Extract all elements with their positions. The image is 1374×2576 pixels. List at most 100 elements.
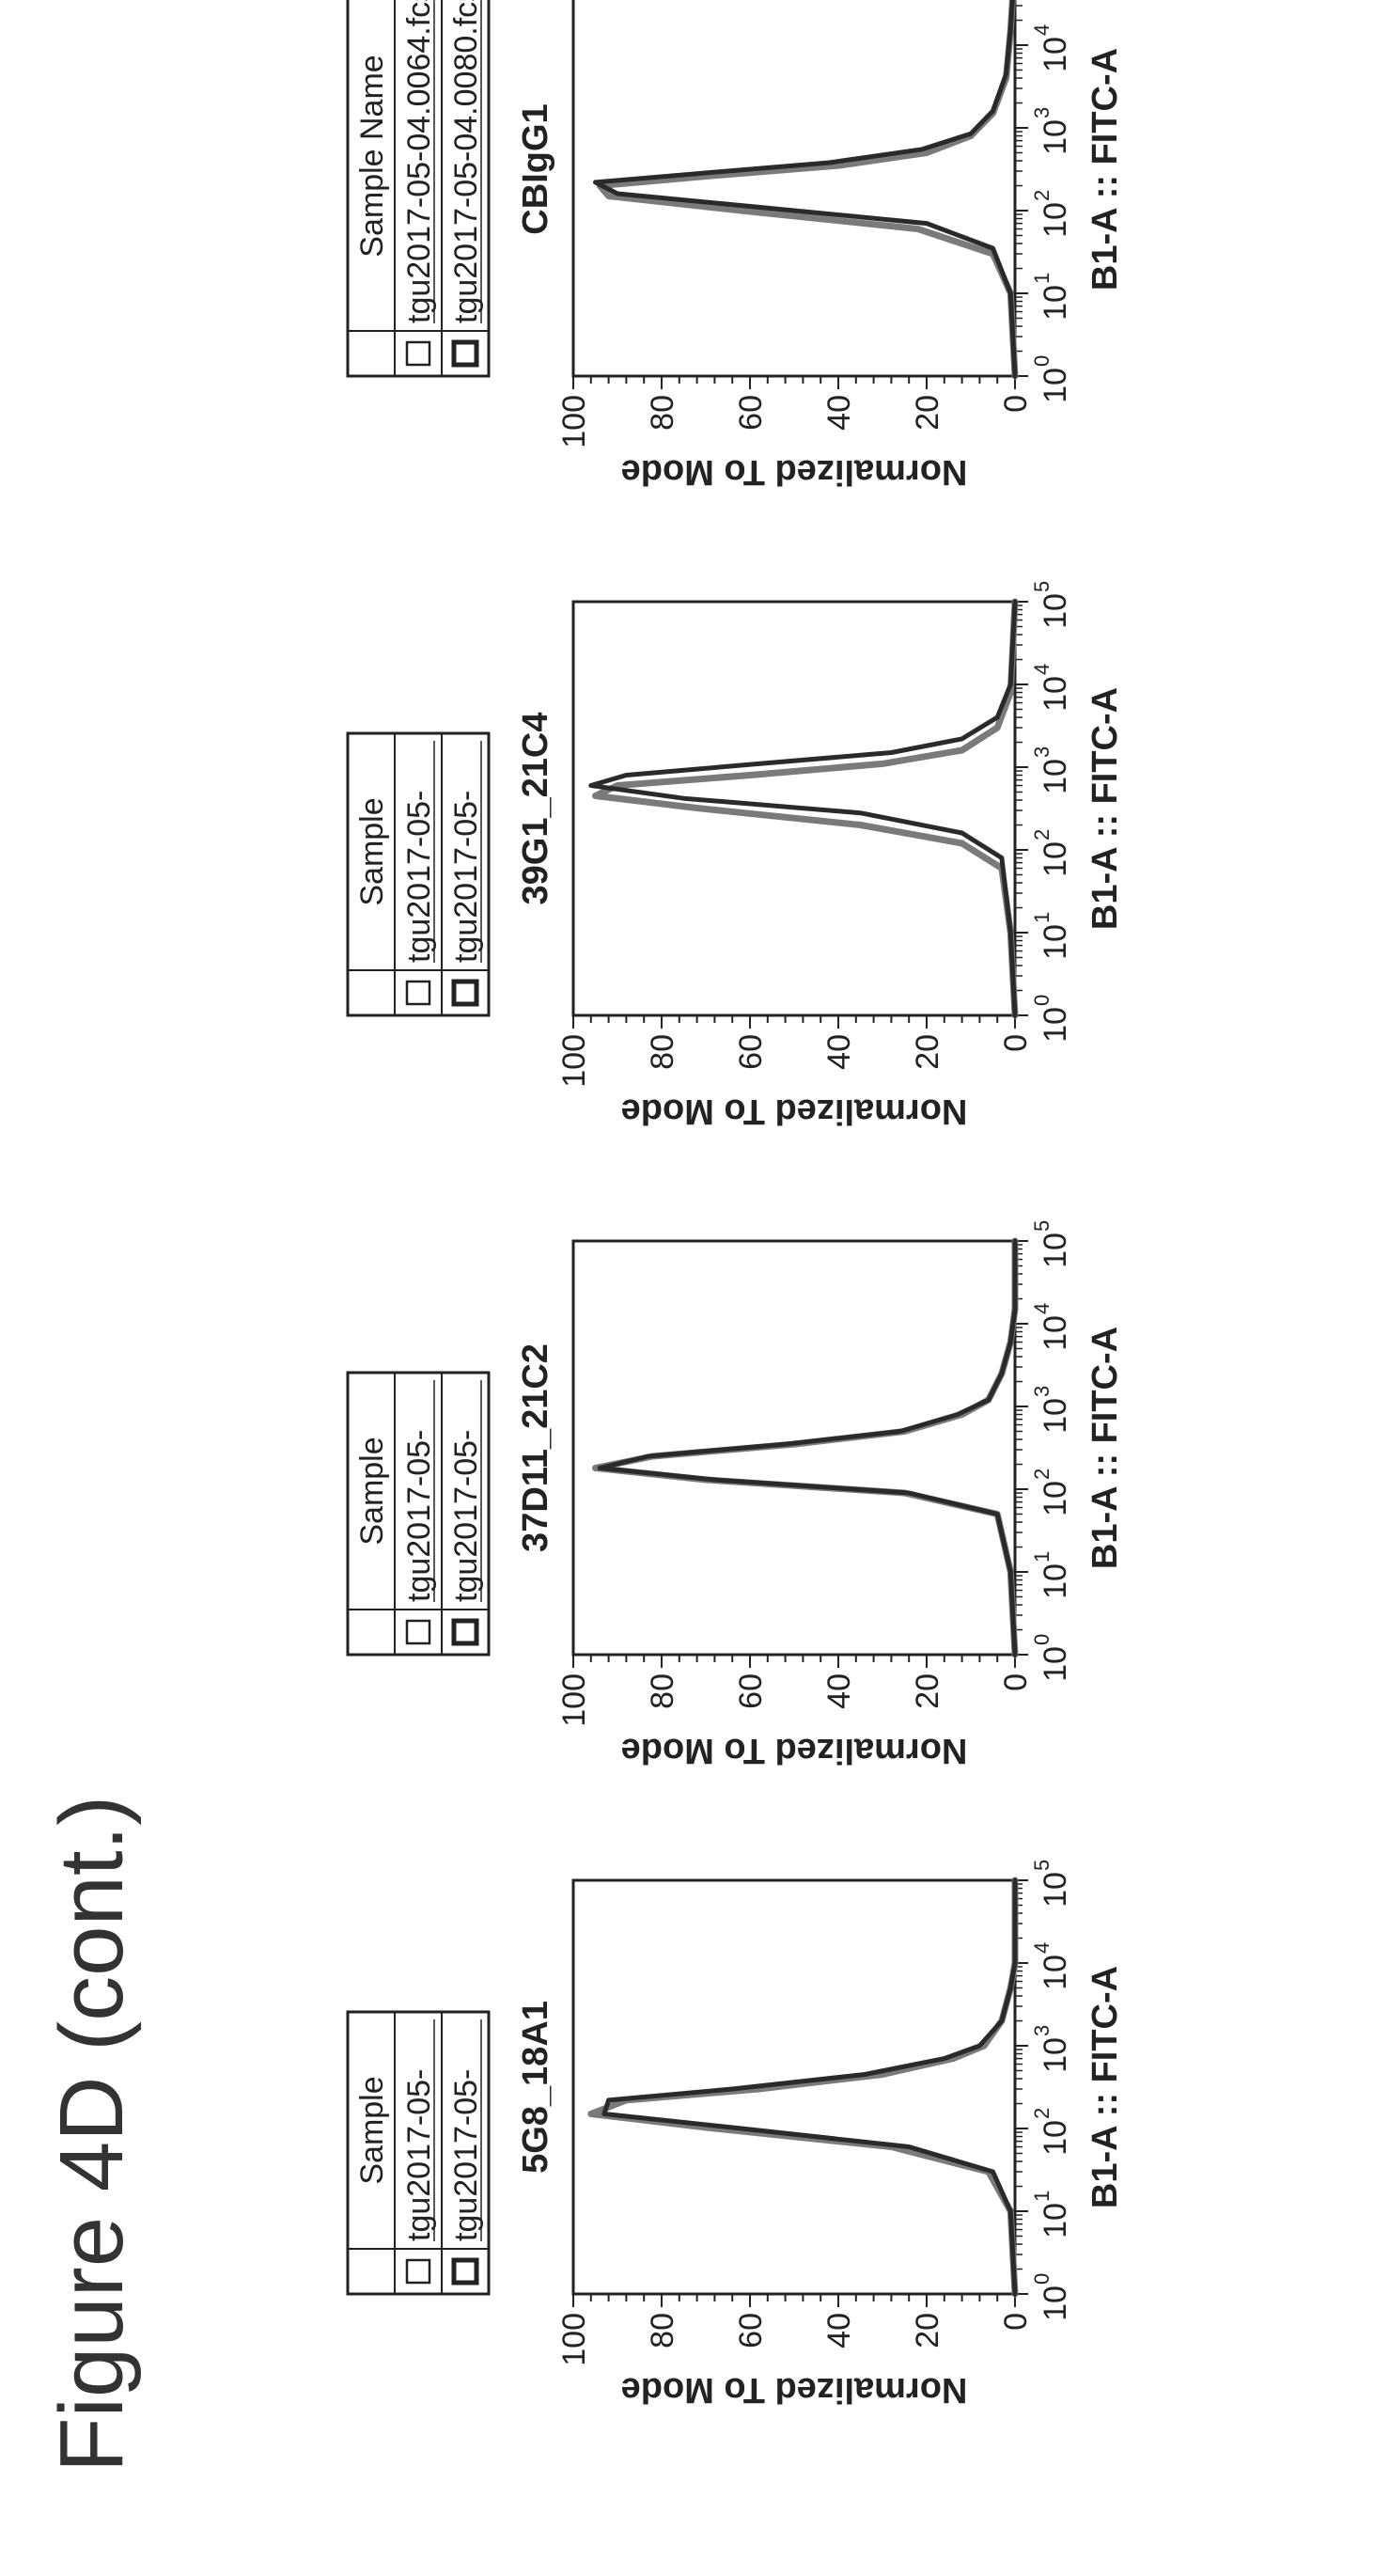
x-tick-label: 10 xyxy=(1038,1955,1073,1990)
y-tick-label: 40 xyxy=(821,2313,857,2348)
chart-panel-1: Sample tgu2017-05- tgu2017-05- 5G8_18A10204… xyxy=(346,1860,1125,2410)
x-tick-exponent: 3 xyxy=(1030,2025,1054,2036)
y-tick-label: 60 xyxy=(733,1034,769,1070)
y-tick-label: 100 xyxy=(556,2313,592,2366)
y-tick-label: 80 xyxy=(645,1673,680,1709)
y-tick-label: 20 xyxy=(910,1034,945,1070)
x-tick-exponent: 4 xyxy=(1030,1303,1054,1314)
x-axis-label: B1-A :: FITC-A xyxy=(1085,1966,1125,2208)
chart-panel-3: Sample tgu2017-05- tgu2017-05- 39G1_21C4020… xyxy=(346,581,1125,1131)
x-tick-label: 10 xyxy=(1038,759,1073,794)
legend-frame xyxy=(346,0,491,378)
x-tick-exponent: 0 xyxy=(1030,2273,1054,2285)
legend-frame xyxy=(346,1371,491,1657)
legend-frame xyxy=(346,2010,491,2296)
x-tick-label: 10 xyxy=(1038,924,1073,960)
legend-header: Sample xyxy=(354,2076,390,2184)
legend-table: Sample tgu2017-05- tgu2017-05- xyxy=(346,731,491,1017)
x-tick-label: 10 xyxy=(1038,1563,1073,1599)
x-tick-label: 10 xyxy=(1038,841,1073,877)
x-tick-label: 10 xyxy=(1038,1872,1073,1908)
series-line-1 xyxy=(592,598,1019,1019)
legend-entry: tgu2017-05-04.0064.fcs xyxy=(401,0,437,323)
x-tick-label: 10 xyxy=(1038,593,1073,629)
figure-title: Figure 4D (cont.) xyxy=(41,1796,142,2473)
x-tick-label: 10 xyxy=(1038,1398,1073,1434)
x-tick-exponent: 3 xyxy=(1030,746,1054,758)
panel-title: 5G8_18A1 xyxy=(516,2001,555,2174)
x-tick-exponent: 0 xyxy=(1030,355,1054,367)
x-tick-exponent: 2 xyxy=(1030,829,1054,840)
y-axis-label: Normalized To Mode xyxy=(621,1092,968,1131)
legend-checkbox[interactable] xyxy=(405,980,431,1006)
x-tick-label: 10 xyxy=(1038,37,1073,72)
y-tick-label: 0 xyxy=(998,395,1034,413)
panel-title: CBIgG1 xyxy=(516,103,555,234)
x-tick-exponent: 1 xyxy=(1030,2191,1054,2202)
y-tick-label: 0 xyxy=(998,1673,1034,1691)
y-tick-label: 60 xyxy=(733,2313,769,2348)
legend-checkbox[interactable] xyxy=(405,1619,431,1645)
x-tick-label: 10 xyxy=(1038,1481,1073,1516)
legend-header: Sample xyxy=(354,1437,390,1545)
legend-checkbox[interactable] xyxy=(451,1618,479,1646)
legend-entry: tgu2017-05- xyxy=(448,1430,484,1602)
y-tick-label: 100 xyxy=(556,395,592,448)
y-tick-label: 20 xyxy=(910,2313,945,2348)
y-tick-label: 0 xyxy=(998,1034,1034,1052)
x-axis-label: B1-A :: FITC-A xyxy=(1085,48,1125,291)
y-tick-label: 60 xyxy=(733,395,769,431)
legend-entry: tgu2017-05- xyxy=(401,1430,437,1602)
x-tick-label: 10 xyxy=(1038,2203,1073,2238)
series-line-2 xyxy=(597,1238,1018,1657)
x-tick-exponent: 4 xyxy=(1030,664,1054,675)
chart-panel-4: Sample Name tgu2017-05-04.0064.fcs tgu2017… xyxy=(346,0,1125,492)
legend-checkbox[interactable] xyxy=(451,339,479,368)
x-tick-label: 10 xyxy=(1038,2037,1073,2073)
x-tick-exponent: 4 xyxy=(1030,24,1054,36)
plot-area xyxy=(571,1239,1017,1657)
x-tick-exponent: 3 xyxy=(1030,1386,1054,1397)
legend-checkbox[interactable] xyxy=(405,2258,431,2285)
x-tick-exponent: 1 xyxy=(1030,912,1054,923)
legend-header: Sample Name xyxy=(354,55,390,257)
y-tick-label: 80 xyxy=(645,1034,680,1070)
y-tick-label: 40 xyxy=(821,395,857,431)
plot-area xyxy=(571,0,1017,378)
y-tick-label: 20 xyxy=(910,1673,945,1709)
legend-table: Sample tgu2017-05- tgu2017-05- xyxy=(346,2010,491,2296)
x-tick-exponent: 1 xyxy=(1030,1551,1054,1563)
panels-group: Sample tgu2017-05- tgu2017-05- 5G8_18A10204… xyxy=(346,0,1125,2410)
legend-checkbox[interactable] xyxy=(451,979,479,1007)
x-tick-exponent: 5 xyxy=(1030,581,1054,592)
legend-checkbox[interactable] xyxy=(451,2257,479,2285)
y-tick-label: 80 xyxy=(645,395,680,431)
x-tick-label: 10 xyxy=(1038,1315,1073,1351)
y-tick-label: 0 xyxy=(998,2313,1034,2331)
legend-entry: tgu2017-05- xyxy=(401,791,437,963)
y-tick-label: 40 xyxy=(821,1034,857,1070)
legend-frame xyxy=(346,731,491,1017)
y-axis-label: Normalized To Mode xyxy=(621,452,968,492)
series-line-2 xyxy=(593,0,1018,379)
y-tick-label: 80 xyxy=(645,2313,680,2348)
x-tick-label: 10 xyxy=(1038,202,1073,238)
x-tick-exponent: 1 xyxy=(1030,273,1054,284)
x-tick-exponent: 5 xyxy=(1030,1860,1054,1871)
y-tick-label: 60 xyxy=(733,1673,769,1709)
legend-table: Sample tgu2017-05- tgu2017-05- xyxy=(346,1371,491,1657)
x-axis-label: B1-A :: FITC-A xyxy=(1085,1327,1125,1569)
x-tick-label: 10 xyxy=(1038,2120,1073,2156)
x-tick-exponent: 5 xyxy=(1030,1220,1054,1232)
x-tick-label: 10 xyxy=(1038,285,1073,321)
series-line-2 xyxy=(601,1877,1018,2297)
series-line-2 xyxy=(588,599,1018,1018)
x-tick-label: 10 xyxy=(1038,2285,1073,2321)
x-tick-label: 10 xyxy=(1038,368,1073,403)
legend-checkbox[interactable] xyxy=(405,340,431,367)
y-tick-label: 40 xyxy=(821,1673,857,1709)
x-tick-label: 10 xyxy=(1038,1233,1073,1268)
x-tick-exponent: 2 xyxy=(1030,2108,1054,2119)
